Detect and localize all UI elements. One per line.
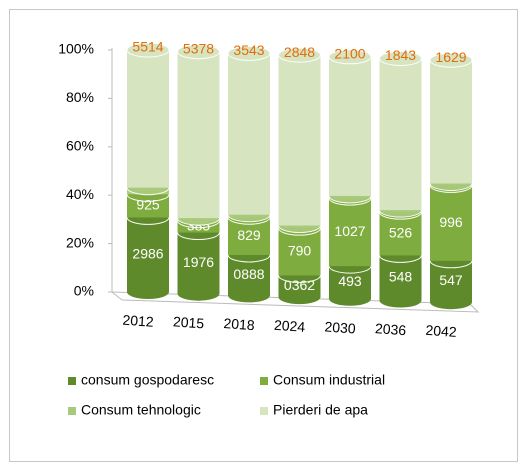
cylinder-segment xyxy=(177,232,220,294)
data-label: 3543 xyxy=(233,42,264,58)
data-label: 526 xyxy=(389,224,413,240)
data-label: 790 xyxy=(288,242,312,258)
cylinder-segment xyxy=(430,60,472,184)
cylinder-segment xyxy=(278,55,321,226)
x-tick-label: 2018 xyxy=(223,315,255,333)
cylinder-cap xyxy=(379,51,422,66)
cylinder-segment xyxy=(177,51,220,219)
cylinder-segment xyxy=(228,53,270,215)
x-tick-label: 2012 xyxy=(122,312,154,330)
cylinder-cap xyxy=(126,42,170,58)
legend-label: consum gospodaresc xyxy=(81,372,214,388)
data-label: 5514 xyxy=(132,39,163,55)
data-label: 1629 xyxy=(435,49,466,65)
data-label: 2100 xyxy=(334,46,365,62)
cylinder-cap xyxy=(328,49,372,65)
data-label: 548 xyxy=(389,269,413,285)
y-tick-label: 80% xyxy=(66,89,94,105)
y-tick-label: 20% xyxy=(66,234,94,250)
y-tick-label: 60% xyxy=(66,138,94,154)
data-label: 925 xyxy=(136,197,160,213)
data-label: 1843 xyxy=(385,47,416,63)
data-label: 493 xyxy=(338,273,362,289)
cylinder-cap xyxy=(278,47,321,63)
y-tick-label: 100% xyxy=(58,41,94,57)
cylinder-segment xyxy=(278,228,321,276)
data-label: 547 xyxy=(439,272,463,288)
cylinder-segment xyxy=(329,56,371,196)
data-label: 1027 xyxy=(334,223,365,239)
x-tick-label: 2030 xyxy=(324,318,356,336)
y-tick-label: 40% xyxy=(66,186,94,202)
legend-swatch xyxy=(68,377,76,385)
data-label: 829 xyxy=(237,227,261,243)
x-tick-label: 2036 xyxy=(374,320,406,338)
cylinder-segment xyxy=(127,217,169,292)
data-label: 996 xyxy=(439,214,463,230)
data-label: 5378 xyxy=(183,40,214,56)
cylinder-segment xyxy=(329,198,371,267)
x-tick-label: 2015 xyxy=(172,313,204,331)
cylinder-segment xyxy=(379,255,422,301)
x-tick-label: 2042 xyxy=(425,322,457,340)
legend-label: Pierderi de apa xyxy=(273,402,368,418)
legend-label: Consum industrial xyxy=(273,372,385,388)
cylinder-cap xyxy=(227,45,271,61)
data-label: 0362 xyxy=(284,277,315,293)
data-label: 1976 xyxy=(183,254,214,270)
data-label: 2848 xyxy=(284,44,315,60)
x-tick-label: 2024 xyxy=(273,317,305,335)
legend-label: Consum tehnologic xyxy=(81,402,201,418)
cylinder-segment xyxy=(379,58,422,211)
legend-swatch xyxy=(68,407,76,415)
cylinder-cap xyxy=(177,44,220,60)
cylinder-cap xyxy=(429,52,473,68)
y-tick-label: 0% xyxy=(74,283,94,299)
data-label: 2986 xyxy=(132,245,163,261)
cylinder-segment xyxy=(127,50,169,188)
cylinder-segment xyxy=(430,185,472,261)
legend-swatch xyxy=(260,377,268,385)
legend-swatch xyxy=(260,407,268,415)
data-label: 0888 xyxy=(233,266,264,282)
